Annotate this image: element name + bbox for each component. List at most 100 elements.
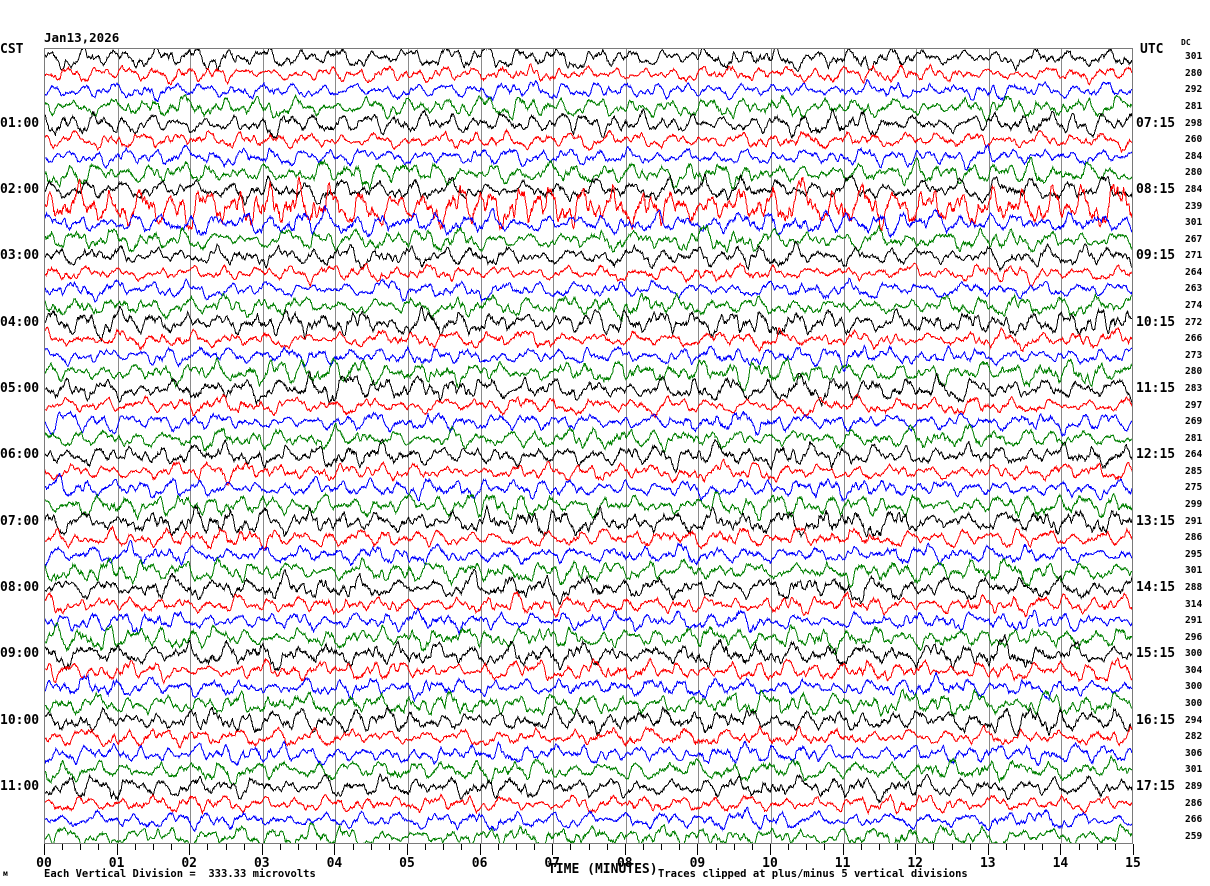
dc-value-row-40: 294 (1185, 714, 1203, 726)
edge-artifact-glyph: м (3, 869, 8, 878)
clipping-note: Traces clipped at plus/minus 5 vertical … (658, 868, 968, 880)
dc-value-row-28: 291 (1185, 515, 1203, 527)
x-tick-minor (933, 844, 935, 850)
trace-row-30 (45, 539, 1132, 567)
x-tick-label-09: 09 (689, 856, 706, 871)
dc-value-row-11: 267 (1185, 233, 1203, 245)
utc-hour-label-0715: 07:15 (1136, 115, 1176, 131)
x-tick-minor (1114, 844, 1116, 850)
x-tick-minor (80, 844, 82, 850)
x-tick-label-05: 05 (399, 856, 415, 871)
left-timezone-label: CST (0, 42, 24, 57)
x-tick-minor (134, 844, 136, 850)
trace-row-21 (45, 393, 1132, 419)
utc-hour-label-1015: 10:15 (1136, 314, 1176, 330)
x-tick-label-04: 04 (326, 856, 343, 871)
trace-row-43 (45, 754, 1132, 786)
cst-hour-labels: 01:00 02:00 03:00 04:00 05:00 06:00 07:00 08:00… (0, 0, 44, 886)
trace-row-18 (45, 344, 1132, 373)
cst-hour-label-0800: 08:00 (0, 579, 40, 595)
x-tick-minor (969, 844, 971, 850)
dc-value-row-23: 281 (1185, 432, 1203, 444)
x-tick-minor (152, 844, 154, 850)
dc-value-row-24: 264 (1185, 449, 1203, 461)
x-tick-minor (1078, 844, 1080, 850)
trace-row-41 (45, 724, 1132, 749)
header-date: Jan13,2026 (44, 30, 120, 46)
dc-value-row-38: 300 (1185, 681, 1203, 693)
utc-hour-label-0815: 08:15 (1136, 181, 1176, 197)
dc-value-row-13: 264 (1185, 266, 1203, 278)
trace-row-15 (45, 292, 1132, 323)
x-tick-minor (98, 844, 100, 850)
utc-hour-label-1215: 12:15 (1136, 447, 1176, 463)
x-tick-minor (679, 844, 681, 850)
trace-row-6 (45, 144, 1132, 171)
x-tick-minor (534, 844, 536, 850)
dc-value-row-9: 239 (1185, 200, 1203, 212)
x-tick-major-10 (770, 844, 771, 855)
vertical-division-note: Each Vertical Division = 333.33 microvol… (44, 868, 316, 880)
trace-row-29 (45, 525, 1132, 552)
cst-hour-label-0600: 06:00 (0, 447, 40, 463)
x-tick-minor (606, 844, 608, 850)
x-tick-minor (425, 844, 427, 850)
x-tick-label-02: 02 (181, 856, 198, 871)
vertical-gridline-01 (117, 49, 119, 843)
x-tick-major-12 (915, 844, 917, 855)
dc-value-row-35: 296 (1185, 631, 1203, 643)
x-tick-label-14: 14 (1052, 856, 1069, 871)
trace-row-35 (45, 621, 1132, 656)
x-axis: 00 01 02 03 04 05 06 07 08 09 10 11 12 13 14 15 (36, 844, 1141, 871)
x-tick-label-15: 15 (1125, 856, 1141, 871)
dc-value-row-5: 260 (1185, 134, 1203, 146)
gridlines (45, 49, 1132, 843)
cst-hour-label-1100: 11:00 (0, 778, 40, 794)
x-tick-minor (443, 844, 445, 850)
x-tick-label-13: 13 (979, 856, 996, 871)
trace-row-16 (45, 306, 1132, 343)
trace-row-19 (45, 356, 1132, 392)
dc-value-row-29: 286 (1185, 532, 1203, 544)
trace-row-39 (45, 687, 1132, 717)
x-tick-minor (279, 844, 281, 850)
x-tick-label-11: 11 (834, 856, 851, 871)
cst-hour-label-0700: 07:00 (0, 513, 40, 529)
trace-row-33 (45, 591, 1132, 618)
dc-value-row-18: 273 (1185, 349, 1203, 361)
dc-value-row-36: 300 (1185, 648, 1203, 660)
x-tick-minor (225, 844, 227, 850)
dc-value-row-33: 314 (1185, 598, 1203, 610)
dc-value-row-19: 280 (1185, 366, 1203, 378)
trace-row-20 (45, 370, 1132, 408)
x-tick-label-00: 00 (36, 856, 52, 871)
vertical-gridline-07 (553, 49, 555, 843)
trace-row-46 (45, 806, 1132, 833)
x-tick-major-02 (189, 844, 191, 855)
dc-value-row-41: 282 (1185, 731, 1203, 743)
trace-row-4 (45, 107, 1132, 140)
dc-value-row-1: 280 (1185, 67, 1203, 79)
x-tick-minor (951, 844, 953, 850)
helicorder-plot[interactable] (44, 48, 1133, 844)
trace-row-31 (45, 556, 1132, 589)
trace-row-17 (45, 326, 1132, 353)
x-tick-label-12: 12 (907, 856, 924, 871)
x-tick-major-05 (407, 844, 408, 855)
x-tick-minor (733, 844, 735, 850)
x-tick-label-10: 10 (762, 856, 778, 871)
trace-row-26 (45, 472, 1132, 502)
x-tick-minor (1096, 844, 1098, 850)
trace-row-40 (45, 705, 1132, 738)
dc-value-row-31: 301 (1185, 565, 1203, 577)
trace-row-37 (45, 657, 1132, 685)
x-tick-minor (352, 844, 354, 850)
cst-hour-label-0200: 02:00 (0, 181, 40, 197)
dc-value-row-14: 263 (1185, 283, 1203, 295)
x-tick-major-07 (552, 844, 554, 855)
dc-value-row-16: 272 (1185, 316, 1203, 328)
dc-value-row-44: 289 (1185, 780, 1203, 792)
x-tick-major-13 (987, 844, 989, 855)
dc-value-row-2: 292 (1185, 84, 1203, 96)
